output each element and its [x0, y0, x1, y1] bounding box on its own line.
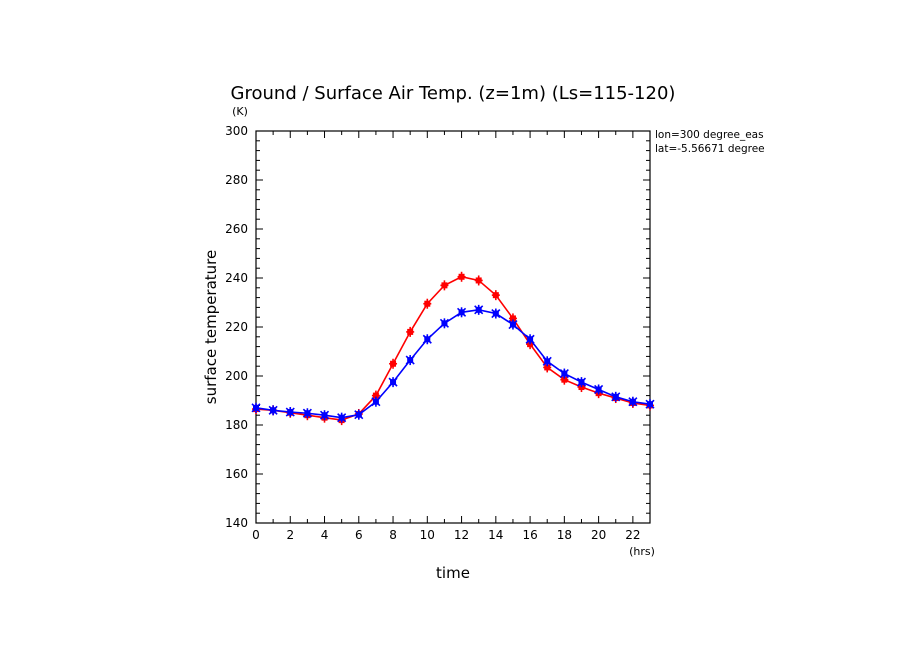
y-tick-label: 140: [225, 516, 248, 530]
y-tick-label: 160: [225, 467, 248, 481]
data-point: [354, 409, 364, 420]
y-axis-label: surface temperature: [202, 250, 220, 405]
data-point: [319, 410, 330, 421]
data-point: [423, 298, 432, 309]
x-tick-label: 20: [591, 528, 606, 542]
series-line: [255, 309, 651, 419]
chart-title: Ground / Surface Air Temp. (z=1m) (Ls=11…: [231, 83, 676, 104]
data-point: [628, 396, 638, 407]
data-point: [302, 408, 312, 419]
data-point: [337, 412, 347, 423]
annotation-lat: lat=-5.56671 degree: [655, 143, 765, 155]
data-point: [371, 396, 381, 407]
y-unit-label: (K): [232, 105, 248, 118]
data-point: [491, 290, 500, 301]
data-point: [422, 334, 432, 345]
x-tick-label: 14: [488, 528, 503, 542]
x-tick-label: 2: [286, 528, 294, 542]
x-tick-label: 6: [355, 528, 363, 542]
x-tick-label: 0: [252, 528, 260, 542]
x-axis-label: time: [436, 564, 470, 582]
data-point: [611, 391, 621, 402]
data-point: [251, 402, 261, 413]
data-point: [559, 368, 569, 379]
y-tick-label: 300: [225, 124, 248, 138]
x-tick-label: 12: [454, 528, 469, 542]
series-layer: [251, 271, 655, 426]
data-point: [439, 318, 450, 329]
y-tick-label: 220: [225, 320, 248, 334]
y-tick-label: 180: [225, 418, 248, 432]
data-point: [405, 355, 415, 366]
y-tick-label: 200: [225, 369, 248, 383]
x-tick-label: 16: [522, 528, 537, 542]
data-point: [268, 405, 278, 416]
data-point: [594, 384, 604, 395]
data-point: [285, 407, 295, 418]
y-tick-label: 260: [225, 222, 248, 236]
series-line: [255, 275, 651, 421]
data-point: [576, 377, 587, 388]
data-point: [440, 280, 449, 291]
x-tick-label: 18: [557, 528, 572, 542]
x-tick-label: 10: [420, 528, 435, 542]
y-tick-label: 240: [225, 271, 248, 285]
data-point: [388, 377, 398, 388]
data-point: [645, 399, 655, 410]
data-point: [406, 326, 415, 337]
plot-frame: [255, 130, 651, 524]
series-1: [252, 271, 654, 426]
axis-ticks: 0 2 4 6 8 10 12 14 16 18 20 22 140 160 180 200 220 240 260…: [225, 124, 651, 542]
data-point: [389, 358, 398, 369]
x-tick-label: 22: [625, 528, 640, 542]
y-tick-label: 280: [225, 173, 248, 187]
data-point: [457, 271, 466, 282]
annotation-lon: lon=300 degree_eas: [655, 129, 764, 141]
x-unit-label: (hrs): [629, 545, 655, 558]
data-point: [525, 334, 535, 345]
data-point: [542, 356, 552, 367]
data-point: [474, 304, 484, 315]
data-point: [491, 308, 501, 319]
data-point: [456, 307, 467, 318]
x-tick-label: 4: [321, 528, 329, 542]
data-point: [474, 275, 483, 286]
x-tick-label: 8: [389, 528, 397, 542]
series-2: [251, 304, 655, 423]
data-point: [508, 319, 518, 330]
